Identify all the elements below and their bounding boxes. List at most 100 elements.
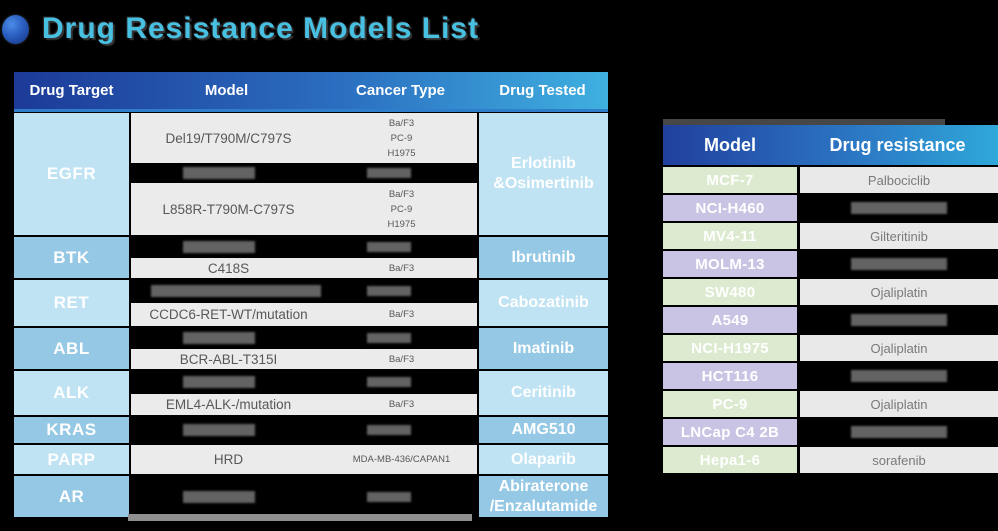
cell-line-row: LNCap C4 2B bbox=[663, 419, 998, 445]
drug-target-cell: BTK bbox=[14, 237, 129, 278]
model-cell: HRD bbox=[213, 452, 244, 467]
model-cancer-column: Del19/T790M/C797S Ba/F3 PC-9 H1975 L858R-T… bbox=[131, 113, 477, 235]
model-cell: CCDC6-RET-WT/mutation bbox=[149, 307, 308, 322]
redaction-smudge bbox=[151, 284, 321, 297]
cancer-type-cell: Ba/F3 PC-9 H1975 bbox=[387, 117, 416, 159]
model-cancer-column: C418S Ba/F3 bbox=[131, 237, 477, 278]
target-group-row: ALK EML4-ALK-/mutation Ba/F3 Ceritinib bbox=[14, 371, 608, 415]
redaction-smudge bbox=[183, 167, 255, 179]
column-header-drug-resistance: Drug resistance bbox=[829, 134, 966, 155]
cell-line-row: MCF-7 Palbociclib bbox=[663, 167, 998, 193]
redaction-smudge bbox=[183, 375, 255, 388]
right-table-top-shadow bbox=[663, 119, 945, 125]
target-group-row: AR Abiraterone /Enzalutamide bbox=[14, 476, 608, 517]
cancer-type-cell: Ba/F3 PC-9 H1975 bbox=[387, 188, 416, 230]
cancer-type-cell: Ba/F3 bbox=[388, 309, 415, 320]
redacted-drug-cell bbox=[800, 307, 998, 333]
model-cell: L858R-T790M-C797S bbox=[162, 201, 295, 217]
cancer-type-cell: Ba/F3 bbox=[388, 262, 415, 274]
redacted-model-row bbox=[131, 417, 477, 443]
redaction-smudge bbox=[183, 424, 255, 436]
right-table-header-row: Model Drug resistance bbox=[663, 125, 998, 165]
drug-tested-cell: Imatinib bbox=[479, 328, 608, 369]
model-row: BCR-ABL-T315I Ba/F3 bbox=[131, 349, 477, 369]
drug-target-cell: KRAS bbox=[14, 417, 129, 443]
drug-resistance-cell: Palbociclib bbox=[800, 167, 998, 193]
model-row: C418S Ba/F3 bbox=[131, 258, 477, 278]
model-row: Del19/T790M/C797S Ba/F3 PC-9 H1975 bbox=[131, 113, 477, 163]
left-table-bottom-shadow bbox=[128, 514, 472, 521]
cancer-type-cell: Ba/F3 bbox=[388, 399, 415, 410]
drug-target-cell: ALK bbox=[14, 371, 129, 415]
model-cancer-column: CCDC6-RET-WT/mutation Ba/F3 bbox=[131, 280, 477, 326]
drug-tested-cell: Olaparib bbox=[479, 445, 608, 474]
column-header-model: Model bbox=[204, 82, 249, 99]
redaction-smudge bbox=[367, 168, 411, 178]
left-table-body: EGFR Del19/T790M/C797S Ba/F3 PC-9 H1975 L85… bbox=[14, 113, 608, 517]
model-cancer-column: HRD MDA-MB-436/CAPAN1 bbox=[131, 445, 477, 474]
redaction-smudge bbox=[183, 490, 255, 503]
drug-resistance-cell: sorafenib bbox=[800, 447, 998, 473]
target-group-row: EGFR Del19/T790M/C797S Ba/F3 PC-9 H1975 L85… bbox=[14, 113, 608, 235]
left-table-header-row: Drug Target Model Cancer Type Drug Teste… bbox=[14, 72, 608, 112]
model-cell: EML4-ALK-/mutation bbox=[165, 397, 292, 412]
cell-line-row: A549 bbox=[663, 307, 998, 333]
drug-target-cell: RET bbox=[14, 280, 129, 326]
redaction-smudge bbox=[851, 258, 947, 270]
redaction-smudge bbox=[367, 376, 411, 387]
cell-line-row: SW480 Ojaliplatin bbox=[663, 279, 998, 305]
model-row: HRD MDA-MB-436/CAPAN1 bbox=[131, 445, 477, 474]
model-cancer-column bbox=[131, 417, 477, 443]
redaction-smudge bbox=[367, 332, 411, 343]
model-cell: HCT116 bbox=[663, 363, 797, 389]
target-group-row: PARP HRD MDA-MB-436/CAPAN1 Olaparib bbox=[14, 445, 608, 474]
redaction-smudge bbox=[367, 241, 411, 252]
redaction-smudge bbox=[367, 491, 411, 502]
redaction-smudge bbox=[183, 331, 255, 344]
redaction-smudge bbox=[851, 426, 947, 438]
redacted-model-row bbox=[131, 165, 477, 181]
model-cell: NCI-H460 bbox=[663, 195, 797, 221]
model-row: EML4-ALK-/mutation Ba/F3 bbox=[131, 394, 477, 415]
drug-target-cell: AR bbox=[14, 476, 129, 517]
cell-line-row: NCI-H460 bbox=[663, 195, 998, 221]
redaction-smudge bbox=[851, 314, 947, 326]
column-header-drug-tested: Drug Tested bbox=[499, 82, 586, 99]
cancer-type-cell: MDA-MB-436/CAPAN1 bbox=[352, 454, 451, 465]
drug-tested-cell: AMG510 bbox=[479, 417, 608, 443]
redaction-smudge bbox=[851, 370, 947, 382]
model-cell: SW480 bbox=[663, 279, 797, 305]
blue-sphere-bullet-icon bbox=[2, 14, 29, 44]
redaction-smudge bbox=[183, 240, 255, 253]
model-cell: Del19/T790M/C797S bbox=[165, 130, 292, 146]
model-row: CCDC6-RET-WT/mutation Ba/F3 bbox=[131, 303, 477, 326]
cell-line-row: HCT116 bbox=[663, 363, 998, 389]
model-cancer-column: EML4-ALK-/mutation Ba/F3 bbox=[131, 371, 477, 415]
drug-tested-cell: Erlotinib &Osimertinib bbox=[479, 113, 608, 235]
redacted-model-row bbox=[131, 328, 477, 347]
redacted-drug-cell bbox=[800, 195, 998, 221]
redacted-model-row bbox=[131, 476, 477, 517]
drug-resistance-models-table: Drug Target Model Cancer Type Drug Teste… bbox=[14, 72, 608, 517]
drug-resistance-cell: Ojaliplatin bbox=[800, 279, 998, 305]
drug-target-cell: ABL bbox=[14, 328, 129, 369]
redacted-drug-cell bbox=[800, 251, 998, 277]
target-group-row: BTK C418S Ba/F3 Ibrutinib bbox=[14, 237, 608, 278]
drug-resistance-cell: Ojaliplatin bbox=[800, 335, 998, 361]
redaction-smudge bbox=[367, 285, 411, 296]
drug-resistance-cell: Ojaliplatin bbox=[800, 391, 998, 417]
target-group-row: RET CCDC6-RET-WT/mutation Ba/F3 Cabozatinib bbox=[14, 280, 608, 326]
redaction-smudge bbox=[367, 425, 411, 435]
model-cell: MV4-11 bbox=[663, 223, 797, 249]
cell-line-row: PC-9 Ojaliplatin bbox=[663, 391, 998, 417]
drug-target-cell: EGFR bbox=[14, 113, 129, 235]
cell-line-row: MOLM-13 bbox=[663, 251, 998, 277]
model-cell: LNCap C4 2B bbox=[663, 419, 797, 445]
drug-target-cell: PARP bbox=[14, 445, 129, 474]
redaction-smudge bbox=[851, 202, 947, 214]
cell-line-row: MV4-11 Gilteritinib bbox=[663, 223, 998, 249]
target-group-row: KRAS AMG510 bbox=[14, 417, 608, 443]
drug-resistance-cell: Gilteritinib bbox=[800, 223, 998, 249]
model-cancer-column bbox=[131, 476, 477, 517]
